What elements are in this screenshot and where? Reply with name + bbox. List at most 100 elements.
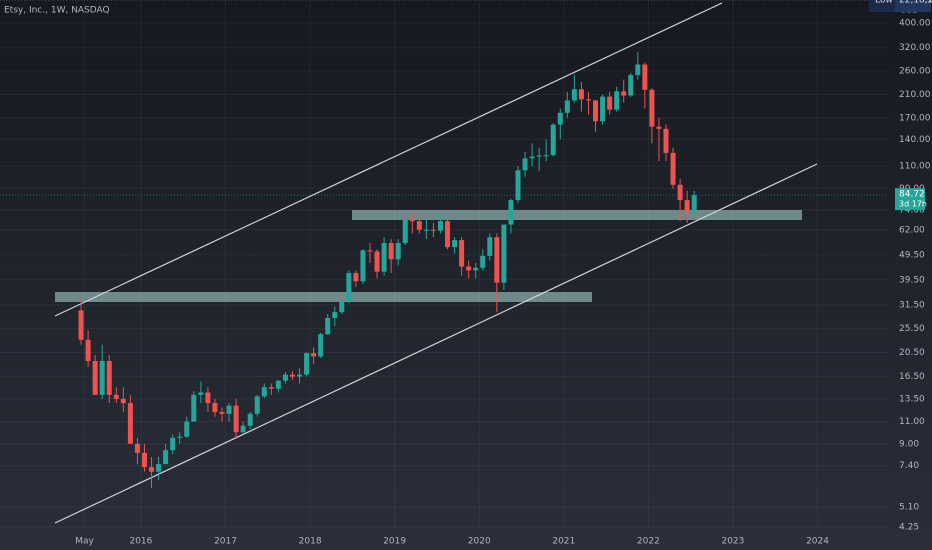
candle-body (99, 360, 105, 395)
y-tick-label: 11.00 (899, 417, 925, 427)
candle-body (346, 272, 352, 302)
candle-body (670, 152, 676, 185)
candle-body (550, 124, 556, 156)
y-tick-label: 20.50 (899, 348, 925, 358)
y-tick-label: 74.00 (899, 206, 925, 216)
candle-body (663, 128, 669, 153)
x-tick-label: 2018 (299, 537, 322, 547)
bar-countdown: 3d 17h (899, 200, 927, 209)
y-tick-label: 320.00 (899, 43, 931, 53)
candle-body (494, 237, 500, 283)
y-tick-label: 110.00 (899, 162, 931, 172)
x-tick-label: 2022 (637, 537, 660, 547)
y-tick-label: 62.00 (899, 225, 925, 235)
candle-body (149, 467, 155, 472)
candle-body (339, 301, 345, 313)
candle-body (275, 380, 281, 389)
low-marker-box (895, 0, 923, 12)
candle-body (459, 240, 465, 267)
candle-body (487, 237, 493, 256)
y-tick-label: 25.50 (899, 324, 925, 334)
candle-body (529, 156, 535, 159)
candle-body (367, 250, 373, 252)
candle-body (374, 251, 380, 272)
candle-body (578, 89, 584, 100)
candle-body (649, 89, 655, 127)
candle-body (78, 310, 84, 340)
candle-body (452, 240, 458, 248)
candle-body (325, 317, 331, 335)
candle-body (480, 255, 486, 268)
candle-body (691, 195, 697, 212)
candle-body (571, 89, 577, 101)
candle-body (614, 91, 620, 110)
x-tick-label: 2016 (129, 537, 152, 547)
last-price-box (895, 188, 925, 211)
candle-body (416, 221, 422, 230)
y-tick-label: 49.50 (899, 250, 925, 260)
axes: 4.25 5.10 7.40 9.00 11.00 13.50 16.50 20.50 25.5… (75, 0, 932, 547)
candle-body (177, 436, 183, 438)
candle-body (621, 91, 627, 96)
chart-title: Etsy, Inc., 1W, NASDAQ (4, 6, 110, 16)
candle-body (205, 392, 211, 404)
support-zone (352, 210, 802, 220)
y-tick-label: 260.00 (899, 66, 931, 76)
candle-body (388, 243, 394, 260)
candle-body (437, 221, 443, 231)
x-tick-label: 2021 (552, 537, 575, 547)
candle-body (353, 272, 359, 282)
candle-body (628, 75, 634, 96)
low-marker-bg (871, 0, 895, 12)
candle-body (585, 99, 591, 101)
candle-body (297, 374, 303, 377)
y-tick-label: 7.40 (899, 461, 919, 471)
candle-body (156, 464, 162, 472)
y-tick-label: 400.00 (899, 18, 931, 28)
x-tick-label: 2020 (468, 537, 491, 547)
candle-body (127, 403, 133, 444)
candle-body (381, 243, 387, 272)
candle-body (184, 421, 190, 437)
candle-body (240, 425, 246, 433)
candle-body (536, 155, 542, 157)
candle-body (466, 266, 472, 271)
candle-body (360, 250, 366, 282)
candle-body (600, 96, 606, 122)
y-tick-label: 170.00 (899, 113, 931, 123)
x-tick-label: 2023 (721, 537, 744, 547)
candle-body (163, 450, 169, 465)
candle-body (656, 126, 662, 129)
y-tick-label: 210.00 (899, 90, 931, 100)
candle-body (522, 158, 528, 171)
low-marker-label: Low (875, 0, 893, 6)
candle-body (684, 200, 690, 212)
candle-body (219, 411, 225, 414)
candle-body (473, 267, 479, 271)
candle-body (332, 312, 338, 318)
candle-body (607, 96, 613, 110)
candle-body (642, 64, 648, 90)
x-tick-label: 2024 (806, 537, 829, 547)
y-tick-label: 140.00 (899, 135, 931, 145)
candle-body (430, 229, 436, 231)
candle-body (282, 374, 288, 381)
candle-body (508, 200, 514, 225)
y-tick-label: 4.25 (899, 523, 919, 533)
candle-body (92, 360, 98, 395)
candle-body (557, 112, 563, 125)
candle-body (311, 353, 317, 357)
candle-body (233, 405, 239, 433)
candle-body (409, 219, 415, 222)
x-tick-label: 2019 (383, 537, 406, 547)
candle-body (677, 184, 683, 201)
y-tick-label: 13.50 (899, 394, 925, 404)
y-tick-label: 5.10 (899, 502, 919, 512)
candle-body (289, 374, 295, 377)
candle-body (212, 403, 218, 412)
candle-body (198, 392, 204, 395)
candle-body (226, 405, 232, 414)
